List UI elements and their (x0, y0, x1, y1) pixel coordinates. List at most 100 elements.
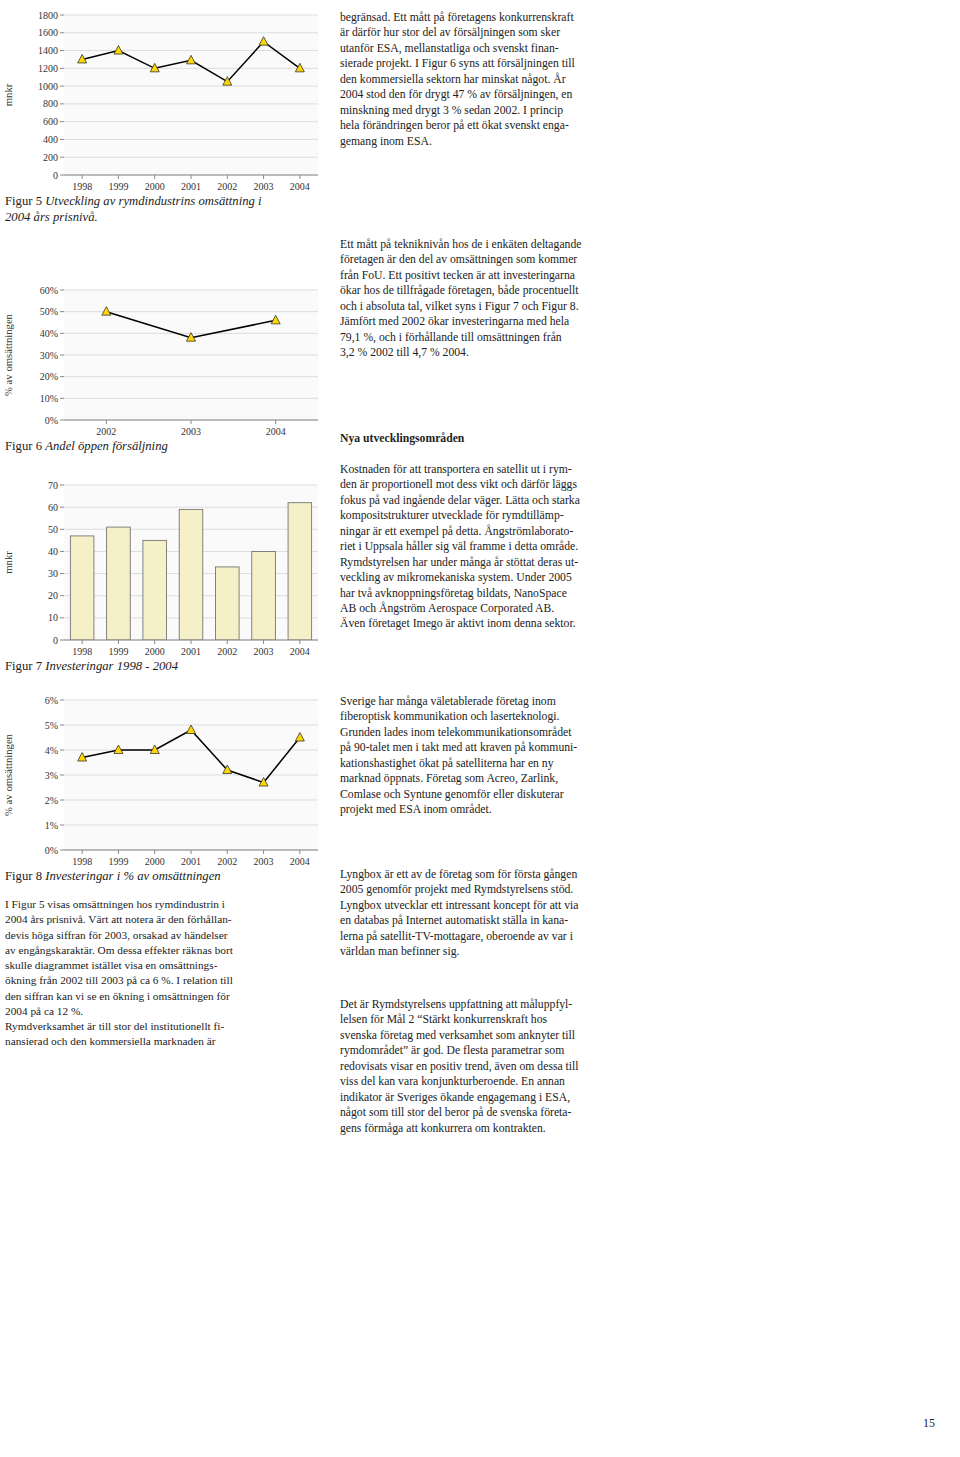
x-tick (227, 175, 228, 179)
y-tick (60, 825, 64, 826)
y-tick (60, 750, 64, 751)
page-number: 15 (923, 1416, 935, 1431)
y-tick (60, 800, 64, 801)
grid-line (64, 398, 318, 399)
y-axis-label: mnkr (2, 551, 14, 574)
y-tick (60, 157, 64, 158)
x-tick-label: 2004 (290, 181, 310, 192)
caption-title: Figur 8 (5, 869, 42, 883)
plot-area (64, 15, 318, 175)
x-axis-line (64, 420, 318, 421)
x-tick (154, 850, 155, 854)
grid-line (64, 775, 318, 776)
x-tick-label: 2003 (181, 426, 201, 437)
y-tick (60, 68, 64, 69)
y-axis-label: % av omsättningen (2, 313, 14, 396)
marks (70, 503, 311, 640)
grid-line (64, 50, 318, 51)
y-tick-label: 800 (43, 98, 58, 109)
y-tick (60, 121, 64, 122)
x-tick (118, 175, 119, 179)
y-tick-label: 60 (48, 502, 58, 513)
chart: 0%1%2%3%4%5%6%% av omsättningen199819992… (0, 694, 330, 872)
caption-subtitle: Investeringar 1998 - 2004 (45, 659, 178, 673)
caption-title: Figur 6 (5, 439, 42, 453)
y-tick-label: 6% (45, 695, 58, 706)
x-tick (106, 420, 107, 424)
caption-subtitle: Investeringar i % av omsättningen (45, 869, 220, 883)
x-tick (299, 850, 300, 854)
marker (295, 63, 304, 71)
y-tick (60, 850, 64, 851)
y-tick-label: 1000 (38, 81, 58, 92)
y-tick (60, 775, 64, 776)
body-text: Sverige har många väletablerade företag … (340, 694, 577, 818)
grid-line (64, 121, 318, 122)
y-tick-label: 1200 (38, 63, 58, 74)
y-axis-label: mnkr (2, 83, 14, 106)
y-tick-label: 0 (53, 635, 58, 646)
bar (179, 509, 203, 640)
caption-title: Figur 5 (5, 194, 42, 208)
y-tick (60, 139, 64, 140)
y-tick (60, 551, 64, 552)
y-tick (60, 32, 64, 33)
marker (150, 63, 159, 71)
x-tick-label: 2000 (145, 856, 165, 867)
y-tick-label: 10% (40, 393, 58, 404)
y-tick (60, 86, 64, 87)
y-tick-label: 10 (48, 612, 58, 623)
caption-subtitle: Utveckling av rymdindustrins omsättning … (5, 194, 262, 224)
plot-area (64, 700, 318, 850)
marker (223, 77, 232, 86)
grid-line (64, 32, 318, 33)
marks (78, 37, 305, 86)
marker (102, 307, 111, 316)
caption: Figur 7 Investeringar 1998 - 2004 (5, 659, 178, 675)
body-text: Ett mått på tekniknivån hos de i enkäten… (340, 237, 581, 361)
y-tick (60, 725, 64, 726)
y-tick (60, 485, 64, 486)
grid-line (64, 850, 318, 851)
body-text: Kostnaden för att transportera en satell… (340, 462, 580, 632)
marker (78, 54, 87, 63)
marks (78, 725, 305, 786)
y-tick (60, 311, 64, 312)
y-tick (60, 103, 64, 104)
y-tick (60, 50, 64, 51)
y-tick (60, 617, 64, 618)
y-tick (60, 355, 64, 356)
x-tick (191, 640, 192, 644)
line (82, 42, 300, 82)
marker (259, 37, 268, 46)
grid-line (64, 376, 318, 377)
y-tick-label: 4% (45, 745, 58, 756)
y-tick-label: 50 (48, 524, 58, 535)
x-tick-label: 1998 (72, 856, 92, 867)
x-tick (154, 640, 155, 644)
y-tick-label: 1% (45, 820, 58, 831)
x-tick-label: 1999 (108, 856, 128, 867)
x-tick (82, 175, 83, 179)
y-tick (60, 290, 64, 291)
y-tick-label: 60% (40, 285, 58, 296)
x-tick-label: 1998 (72, 181, 92, 192)
grid-line (64, 103, 318, 104)
x-axis-line (64, 175, 318, 176)
y-tick (60, 376, 64, 377)
caption: Figur 5 Utveckling av rymdindustrins oms… (5, 194, 262, 226)
plot-area (64, 485, 318, 640)
x-tick (154, 175, 155, 179)
grid-line (64, 485, 318, 486)
x-tick (227, 850, 228, 854)
chart: 020040060080010001200140016001800mnkr199… (0, 9, 330, 197)
grid-line (64, 700, 318, 701)
grid-line (64, 800, 318, 801)
heading: Nya utvecklingsområden (340, 432, 464, 445)
y-tick-label: 50% (40, 306, 58, 317)
x-tick (299, 175, 300, 179)
marker (295, 733, 304, 742)
x-tick (191, 420, 192, 424)
y-tick-label: 2% (45, 795, 58, 806)
x-tick-label: 2000 (145, 646, 165, 657)
